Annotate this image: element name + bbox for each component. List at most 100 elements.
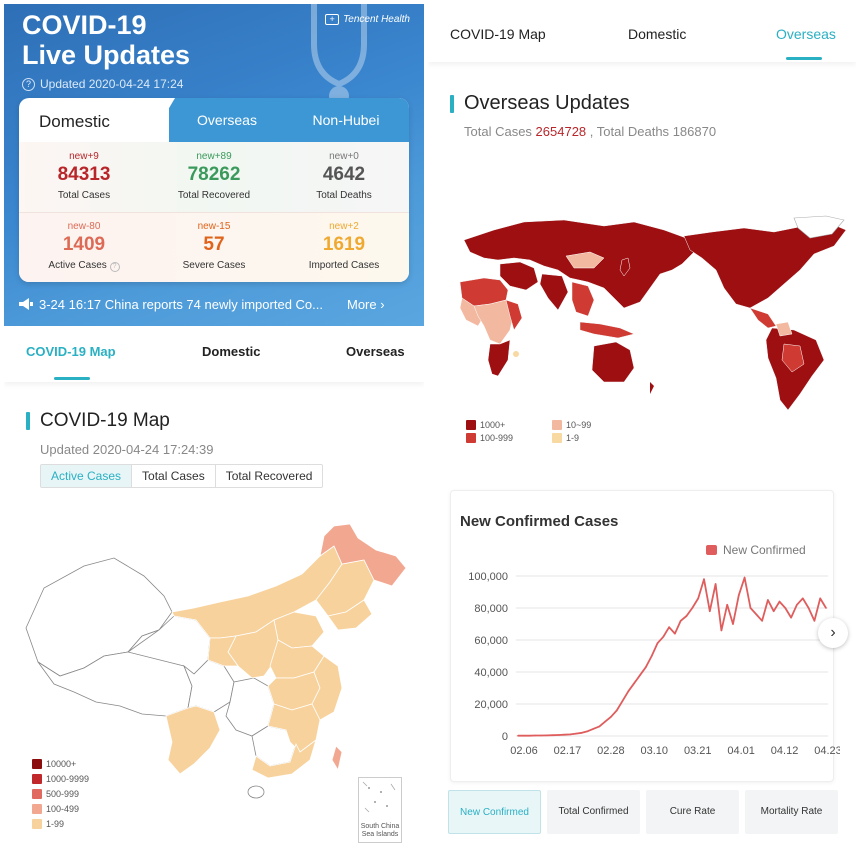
china-map[interactable] [24,516,406,806]
hero-title-line2: Live Updates [22,40,191,70]
more-link[interactable]: More › [347,297,385,312]
total-deaths-label: , Total Deaths [589,124,670,139]
legend-swatch [706,545,717,555]
tab-overseas[interactable]: Overseas [197,112,257,128]
left-nav: COVID-19 Map Domestic Overseas [4,326,424,382]
stat-label: Total Deaths [316,190,372,201]
region-sa-north [775,321,793,337]
stat-value: 4642 [322,164,366,185]
data-point [807,607,810,609]
data-point [621,700,624,702]
data-point [552,734,554,736]
nav-overseas[interactable]: Overseas [346,344,405,359]
stat-new: new+2 [329,221,359,232]
data-point [569,733,572,736]
legend-item: 1-9 [552,433,632,443]
seg-total-cases[interactable]: Total Cases [132,465,216,487]
tab-domestic-edge [149,98,175,142]
legend-swatch [466,433,476,443]
question-icon[interactable]: ? [109,261,120,272]
region-australia [591,341,635,383]
legend-item: 100-499 [32,801,89,816]
data-point [645,666,647,668]
chart-legend[interactable]: New Confirmed [706,543,806,557]
region-india [539,273,569,311]
data-point [627,690,630,692]
tab-total-confirmed[interactable]: Total Confirmed [547,790,640,834]
data-point [790,616,792,619]
legend-swatch [32,758,42,769]
news-ticker[interactable]: 3-24 16:17 China reports 74 newly import… [19,294,409,314]
total-cases-label: Total Cases [464,124,532,139]
data-point [639,674,641,676]
x-tick-label: 03.21 [684,745,712,757]
legend-label: 100-499 [46,803,80,814]
title-accent-bar [26,412,30,430]
stat-total-deaths: new+0 4642 Total Deaths [279,142,409,212]
nav-domestic[interactable]: Domestic [202,344,261,359]
y-tick-label: 80,000 [474,603,508,615]
legend-label: 100-999 [480,433,514,443]
chevron-right-icon[interactable]: › [818,618,848,648]
region-north-america [683,223,847,309]
data-point [819,597,821,600]
tab-non-hubei[interactable]: Non-Hubei [312,112,380,128]
data-point [546,734,548,737]
left-panel: + Tencent Health COVID-19 Live Updates ?… [4,4,424,851]
stat-label: Total Cases [57,190,111,201]
legend-label: 1000-9999 [46,773,90,784]
data-point [720,629,723,632]
legend-item: 10000+ [32,756,89,771]
legend-item: 500-999 [32,786,89,801]
nav-covid-map[interactable]: COVID-19 Map [26,344,116,359]
data-point [813,620,816,622]
seg-active-cases[interactable]: Active Cases [41,465,133,487]
y-tick-label: 40,000 [474,667,508,679]
region-liaoning [327,599,373,631]
legend-swatch [552,433,562,443]
region-greenland [793,215,845,239]
data-point [714,583,717,585]
legend-swatch [32,803,42,814]
data-point [656,642,659,644]
y-tick-label: 100,000 [468,571,508,583]
legend-item: 1000-9999 [32,771,89,786]
region-east-africa [505,299,523,331]
more-label: More [347,296,377,312]
tab-new-confirmed[interactable]: New Confirmed [448,790,541,834]
question-icon[interactable]: ? [22,77,35,91]
region-new-zealand [650,382,654,394]
data-point [557,734,560,736]
hero-banner: + Tencent Health COVID-19 Live Updates ?… [4,4,424,326]
stat-new: new-80 [67,221,101,232]
overseas-title-text: Overseas Updates [464,92,630,114]
x-tick-label: 02.28 [597,745,625,757]
legend-item: 1-99 [32,816,89,831]
nav-domestic[interactable]: Domestic [628,26,687,42]
data-point [726,604,728,606]
hero-updated: ? Updated 2020-04-24 17:24 [22,77,183,91]
region-central-africa [473,299,515,345]
tab-domestic[interactable]: Domestic [19,98,169,142]
data-point [650,655,653,657]
tab-mortality-rate[interactable]: Mortality Rate [745,790,838,834]
tab-cure-rate[interactable]: Cure Rate [646,790,739,834]
seg-total-recovered[interactable]: Total Recovered [225,469,313,483]
nav-overseas[interactable]: Overseas [776,26,836,42]
stat-value: 84313 [57,164,111,185]
region-heilongjiang [319,523,406,587]
map-mode-selector: Active Cases Total Cases Total Recovered [40,464,324,488]
legend-label: 500-999 [46,788,80,799]
world-map[interactable] [454,212,850,414]
region-gansu [207,635,239,667]
stat-new: new-15 [197,221,231,232]
data-point [825,607,827,609]
stats-divider [19,212,409,213]
map-section-title: COVID-19 Map [26,410,170,432]
x-tick-label: 04.01 [727,745,755,757]
legend-label: 1-9 [566,433,580,443]
nav-covid-map[interactable]: COVID-19 Map [450,26,546,42]
region-taiwan [331,745,343,772]
data-point [703,578,705,580]
